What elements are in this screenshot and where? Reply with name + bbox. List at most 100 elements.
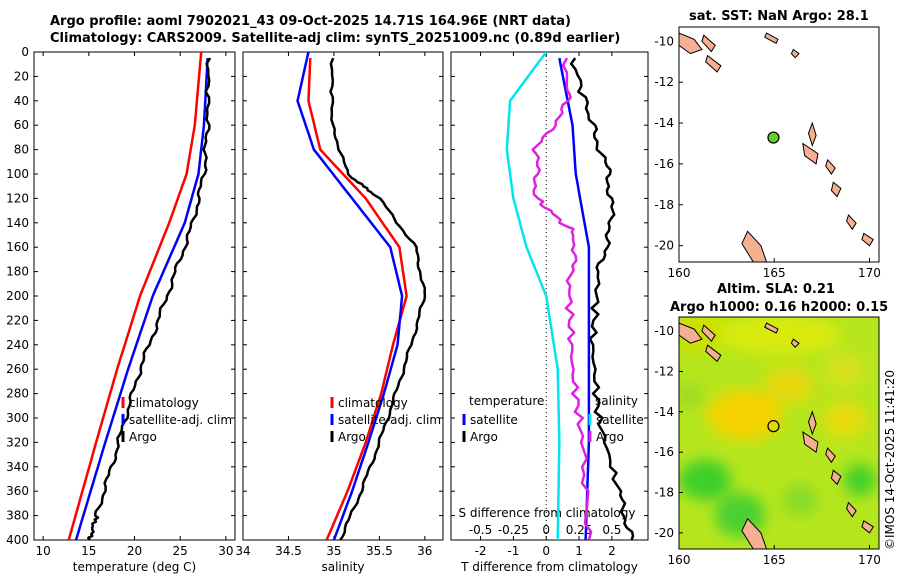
- top-axis-label: S difference from climatology: [459, 506, 636, 520]
- argo-height-title: Argo h1000: 0.16 h2000: 0.15: [670, 300, 889, 315]
- island-shape: [701, 324, 716, 343]
- x-tick-label: 35.5: [366, 544, 393, 558]
- x-tick-label: 25: [173, 544, 188, 558]
- island-shape: [741, 517, 768, 549]
- island-shape: [679, 322, 703, 344]
- legend-heading: temperature: [469, 394, 544, 408]
- island-shape: [705, 344, 722, 363]
- depth-tick-label: 280: [6, 387, 29, 401]
- island-shape: [807, 121, 817, 148]
- map-lon-label: 170: [858, 266, 881, 280]
- map-lat-label: -20: [654, 526, 674, 540]
- map-lat-label: -14: [654, 405, 674, 419]
- series-line-salinity-argo: [531, 57, 593, 540]
- depth-tick-label: 200: [6, 289, 29, 303]
- legend-label: satellite: [596, 413, 644, 427]
- x-tick-label: 10: [35, 544, 50, 558]
- island-shape: [846, 214, 857, 231]
- x-axis-label: T difference from climatology: [460, 560, 638, 574]
- series-line-argo: [87, 57, 212, 540]
- x-axis-label: temperature (deg C): [73, 560, 196, 574]
- x-tick-label: -2: [475, 544, 487, 558]
- x-tick-label: 20: [127, 544, 142, 558]
- depth-tick-label: 120: [6, 191, 29, 205]
- island-shape: [830, 181, 842, 198]
- legend-label: Argo: [129, 430, 157, 444]
- island-shape: [701, 34, 716, 53]
- map-lat-label: -12: [654, 75, 674, 89]
- x-tick-label: -1: [507, 544, 519, 558]
- series-line-argo: [329, 57, 427, 540]
- legend-label: climatology: [338, 396, 408, 410]
- island-shape: [807, 410, 817, 436]
- island-shape: [825, 447, 836, 464]
- x-tick-label: 1: [575, 544, 583, 558]
- legend-label: Argo: [596, 430, 624, 444]
- x-tick-label: 36: [417, 544, 432, 558]
- series-line-climatology: [67, 52, 203, 540]
- depth-tick-label: 140: [6, 216, 29, 230]
- depth-tick-label: 320: [6, 435, 29, 449]
- salinity-axes: [242, 51, 444, 541]
- depth-tick-label: 300: [6, 411, 29, 425]
- depth-tick-label: 240: [6, 338, 29, 352]
- sst-map-axes: [678, 26, 880, 263]
- legend-label: satellite: [470, 413, 518, 427]
- series-line-satellite-adj-clim: [74, 58, 209, 540]
- island-shape: [679, 32, 703, 55]
- depth-tick-label: 160: [6, 240, 29, 254]
- temperature-axes: [33, 51, 236, 541]
- depth-tick-label: 340: [6, 460, 29, 474]
- argo-location-marker: [767, 131, 780, 144]
- top-tick-label: 0.5: [602, 523, 621, 537]
- top-tick-label: 0: [542, 523, 550, 537]
- island-shape: [846, 501, 857, 518]
- series-group: [505, 52, 635, 540]
- depth-tick-label: 80: [14, 143, 29, 157]
- depth-tick-label: 20: [14, 69, 29, 83]
- legend-label: Argo: [338, 430, 366, 444]
- x-tick-label: 34: [235, 544, 250, 558]
- map-coastlines: [679, 322, 874, 549]
- sla-map-field: [679, 317, 879, 549]
- map-lon-label: 160: [668, 266, 691, 280]
- x-tick-label: 30: [218, 544, 233, 558]
- legend-label: satellite-adj. clim: [338, 413, 441, 427]
- series-line-temperature-satellite: [505, 52, 561, 540]
- series-group: [67, 52, 212, 540]
- island-shape: [830, 469, 842, 486]
- map-lon-label: 165: [763, 266, 786, 280]
- map-lat-label: -16: [654, 445, 674, 459]
- map-lat-label: -10: [654, 324, 674, 338]
- depth-tick-label: 40: [14, 94, 29, 108]
- island-shape: [790, 338, 800, 349]
- map-lat-label: -18: [654, 486, 674, 500]
- map-coastlines: [679, 32, 874, 262]
- figure-title-line2: Climatology: CARS2009. Satellite-adj cli…: [50, 31, 621, 46]
- depth-tick-label: 60: [14, 118, 29, 132]
- legend-label: climatology: [129, 396, 199, 410]
- map-lon-label: 160: [668, 553, 691, 567]
- island-shape: [790, 48, 800, 59]
- top-tick-label: -0.5: [469, 523, 492, 537]
- series-line-climatology: [307, 58, 408, 540]
- top-tick-label: -0.25: [498, 523, 529, 537]
- argo-location-marker: [767, 420, 780, 433]
- x-tick-label: 34.5: [275, 544, 302, 558]
- legend-label: satellite-adj. clim: [129, 413, 232, 427]
- sla-map-axes: [678, 316, 880, 550]
- island-shape: [861, 232, 874, 247]
- series-line-satellite-adj-clim: [296, 52, 404, 540]
- imos-credit: ©IMOS 14-Oct-2025 11:41:20: [883, 369, 897, 550]
- difference-axes: [450, 51, 649, 541]
- x-tick-label: 15: [81, 544, 96, 558]
- x-axis-label: salinity: [321, 560, 364, 574]
- depth-tick-label: 220: [6, 313, 29, 327]
- x-tick-label: 0: [542, 544, 550, 558]
- depth-tick-label: 260: [6, 362, 29, 376]
- depth-tick-label: 400: [6, 533, 29, 547]
- depth-tick-label: 100: [6, 167, 29, 181]
- island-shape: [825, 158, 836, 176]
- sst-map-title: sat. SST: NaN Argo: 28.1: [689, 9, 869, 24]
- map-lat-label: -14: [654, 116, 674, 130]
